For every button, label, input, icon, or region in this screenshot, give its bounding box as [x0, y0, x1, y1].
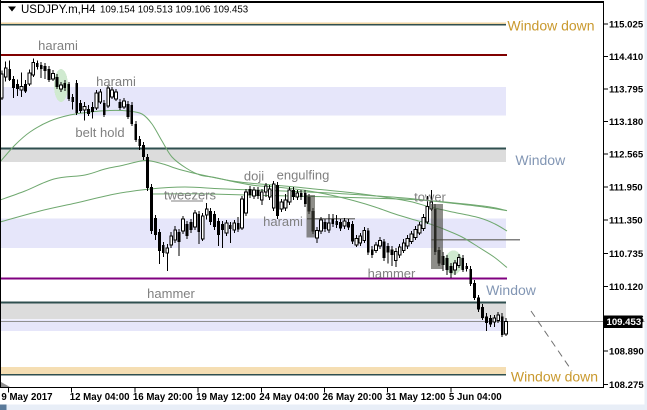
svg-text:114.410: 114.410 [609, 52, 643, 63]
svg-text:hammer: hammer [368, 266, 416, 281]
svg-text:112.565: 112.565 [609, 150, 644, 161]
svg-text:109.453: 109.453 [607, 317, 642, 328]
svg-text:Window down: Window down [507, 18, 594, 34]
svg-text:115.025: 115.025 [609, 19, 644, 30]
svg-text:113.795: 113.795 [609, 85, 644, 96]
svg-text:108.275: 108.275 [609, 380, 644, 391]
svg-text:belt hold: belt hold [75, 125, 124, 140]
svg-text:108.890: 108.890 [609, 347, 644, 358]
svg-text:5 Jun 04:00: 5 Jun 04:00 [449, 392, 502, 403]
svg-text:harami: harami [96, 74, 136, 89]
svg-text:tweezers: tweezers [164, 188, 217, 203]
svg-text:harami: harami [38, 38, 78, 53]
svg-text:19 May 12:00: 19 May 12:00 [196, 392, 256, 403]
svg-text:doji: doji [244, 169, 264, 184]
svg-text:31 May 12:00: 31 May 12:00 [386, 392, 446, 403]
svg-text:hammer: hammer [147, 286, 195, 301]
svg-text:USDJPY.m,H4: USDJPY.m,H4 [21, 4, 96, 16]
svg-text:109.154 109.513 109.106 109.45: 109.154 109.513 109.106 109.453 [100, 5, 248, 16]
svg-text:tower: tower [414, 190, 446, 205]
svg-text:110.120: 110.120 [609, 282, 643, 293]
svg-text:Window down: Window down [511, 369, 598, 385]
svg-text:111.950: 111.950 [609, 182, 643, 193]
svg-text:engulfing: engulfing [277, 168, 330, 183]
svg-text:16 May 20:00: 16 May 20:00 [133, 392, 193, 403]
svg-text:24 May 04:00: 24 May 04:00 [259, 392, 319, 403]
svg-text:110.735: 110.735 [609, 249, 644, 260]
svg-text:Window: Window [515, 152, 566, 168]
svg-text:9 May 2017: 9 May 2017 [1, 392, 52, 403]
svg-text:111.350: 111.350 [609, 215, 643, 226]
svg-text:Window: Window [486, 282, 537, 298]
svg-text:26 May 20:00: 26 May 20:00 [323, 392, 383, 403]
svg-text:12 May 04:00: 12 May 04:00 [70, 392, 130, 403]
svg-text:113.180: 113.180 [609, 117, 643, 128]
svg-text:harami: harami [263, 214, 303, 229]
